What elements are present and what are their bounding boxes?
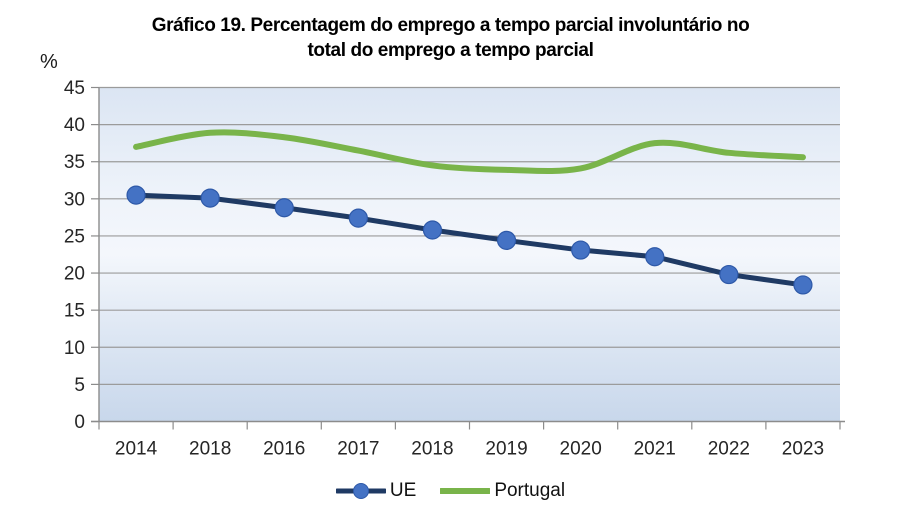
series-line-ue [133,192,806,288]
portugal-legend-swatch [440,488,491,494]
x-tick-label: 2016 [263,439,305,460]
series-marker-ue [200,188,220,208]
series-line-portugal [133,129,806,175]
series-marker-ue [126,185,146,205]
x-tick-label: 2022 [708,439,750,460]
legend-label-ue: UE [389,480,417,501]
x-tick-label: 2021 [634,439,676,460]
x-tick-label: 2018 [411,439,453,460]
x-tick-label: 2020 [560,439,602,460]
y-tick-label: 40 [64,115,85,136]
series-marker-ue [274,198,294,218]
y-tick-label: 15 [64,301,85,322]
line-chart-plot: 0 5 10 15 20 25 30 35 40 45 2014 2018 2016 2017 2018 20… [64,78,845,460]
x-tick-label: 2017 [337,439,379,460]
y-tick-label: 45 [64,78,85,99]
y-axis-unit-label: % [40,51,58,73]
y-tick-label: 30 [64,189,85,210]
series-marker-ue [719,264,739,285]
legend-label-portugal: Portugal [494,480,566,501]
chart-title: Gráfico 19. Percentagem do emprego a tem… [0,13,901,63]
x-tick-label: 2019 [485,439,527,460]
series-marker-ue [645,247,665,267]
series-marker-ue [348,208,368,228]
ue-marker-sample-icon [352,483,369,499]
y-tick-label: 35 [64,152,85,173]
series-marker-ue [571,240,591,260]
series-marker-ue [793,275,813,295]
x-tick-label: 2014 [115,439,158,460]
y-tick-label: 20 [64,264,85,285]
y-tick-label: 0 [74,412,85,433]
y-tick-label: 10 [64,338,85,359]
chart-title-line1: Gráfico 19. Percentagem do emprego a tem… [151,15,750,36]
y-tick-label: 25 [64,226,85,247]
legend-item-portugal: Portugal [440,480,565,502]
series-marker-ue [422,220,443,240]
ue-legend-swatch [335,483,386,499]
plot-area [99,87,840,422]
x-tick-label: 2018 [189,439,231,460]
chart-legend: UE Portugal [0,480,901,502]
series-marker-ue [496,230,517,250]
legend-item-ue: UE [335,480,417,502]
chart-title-line2: total do emprego a tempo parcial [307,40,594,62]
y-tick-label: 5 [74,375,85,396]
x-tick-label: 2023 [782,439,824,460]
